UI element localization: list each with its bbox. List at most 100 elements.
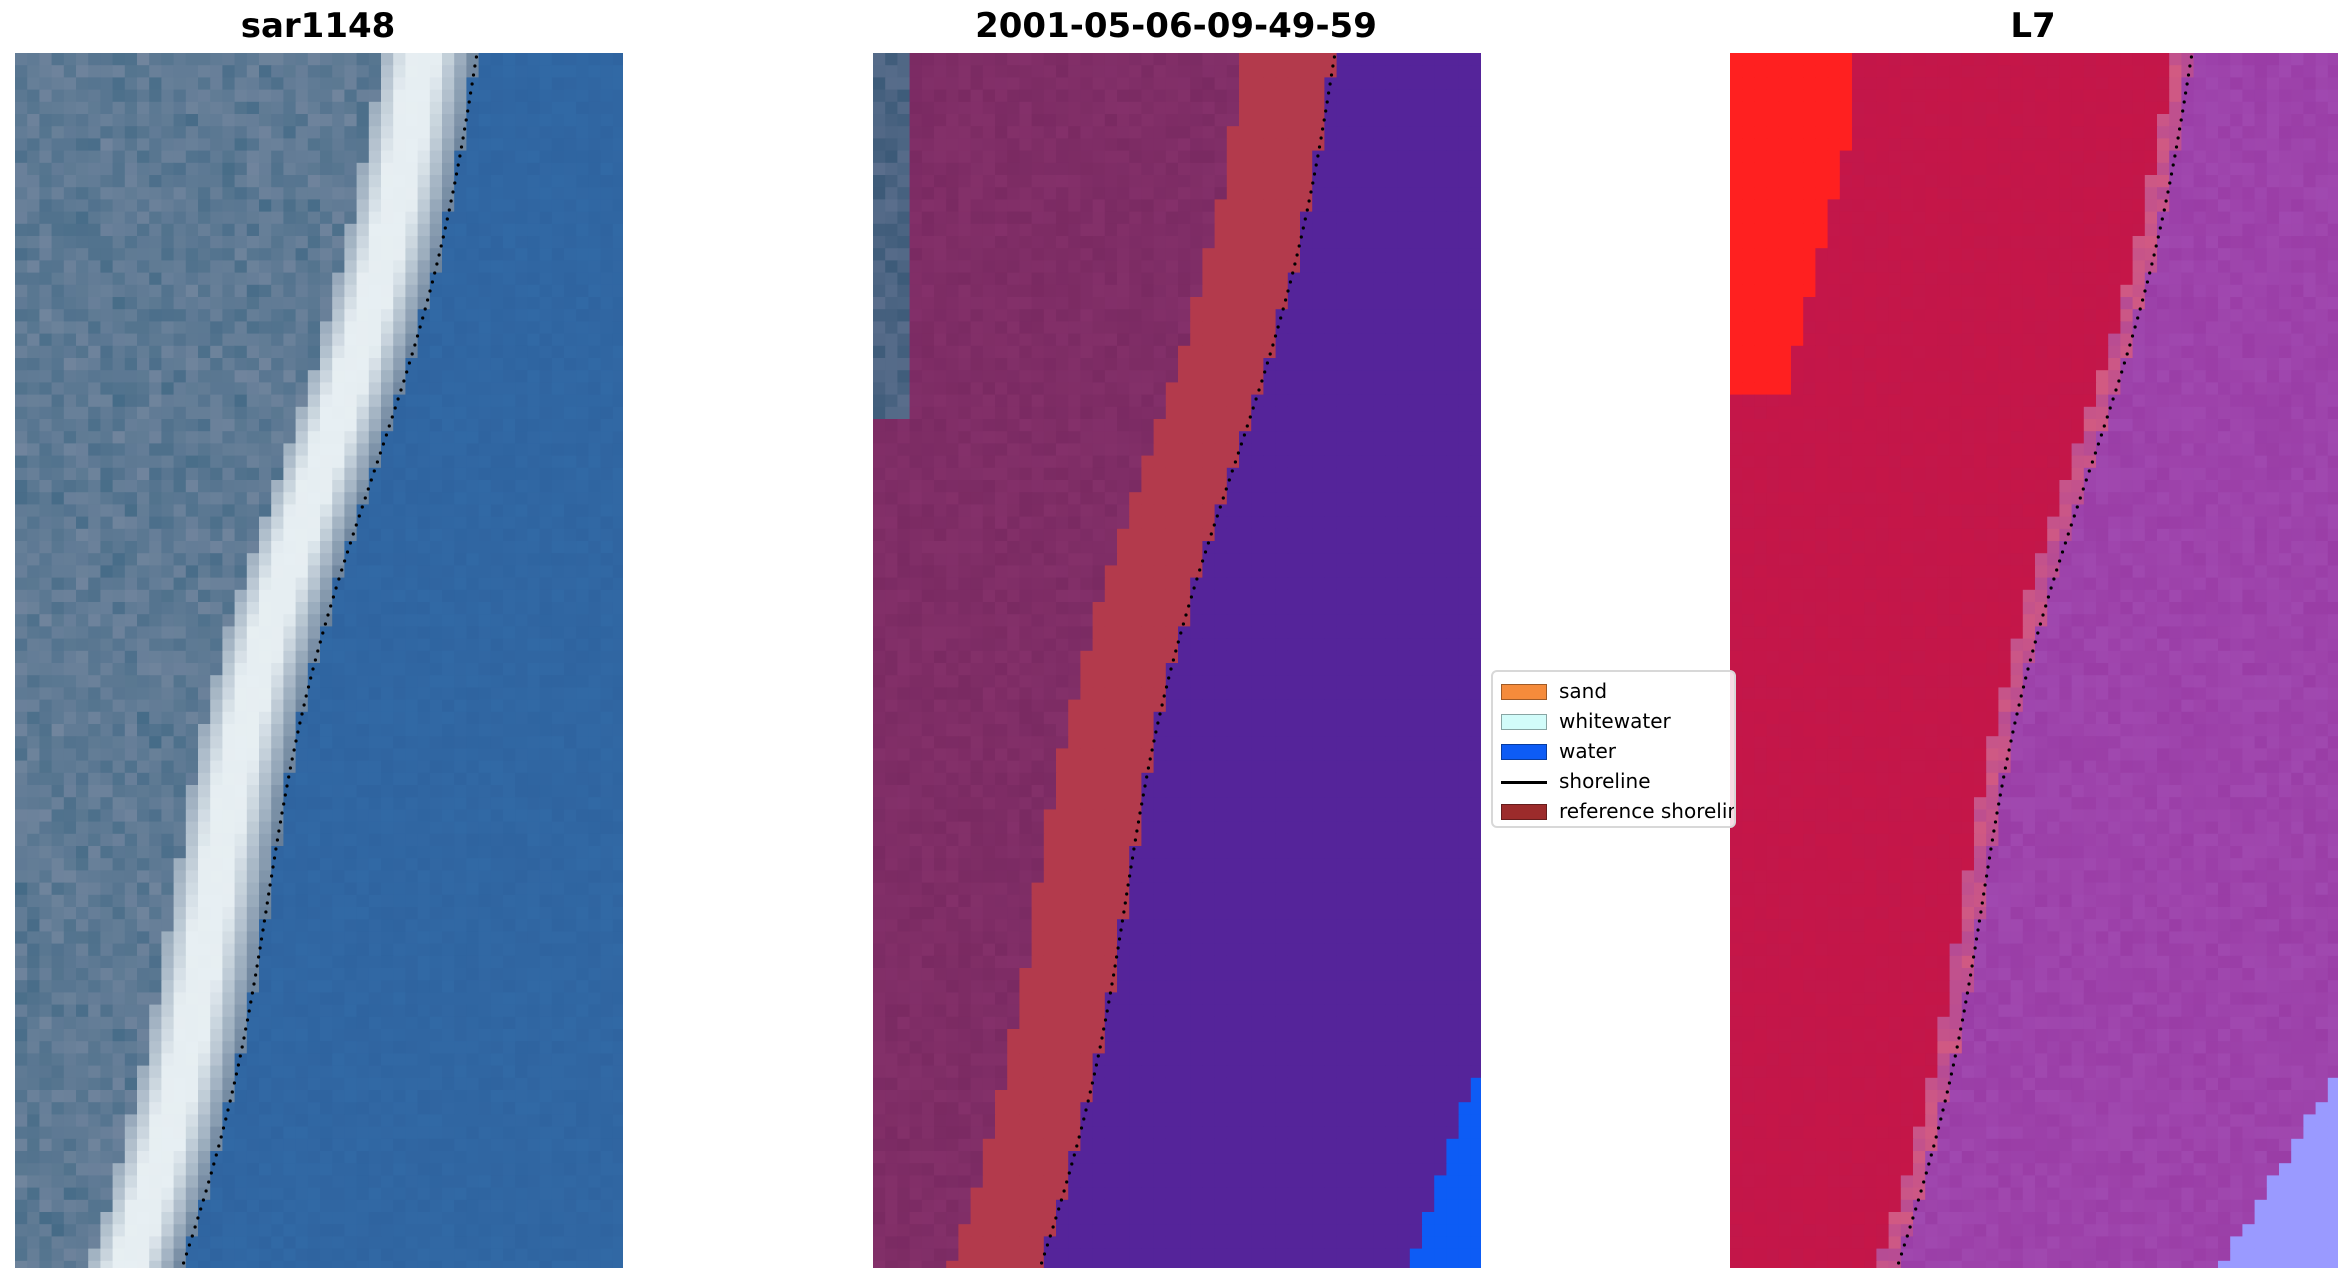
rgb-pixel [100,614,114,627]
rgb-pixel [320,1090,333,1103]
rgb-pixel [185,443,199,457]
rgb-pixel [63,626,77,640]
rgb-pixel [39,1016,53,1030]
rgb-pixel [503,760,516,774]
rgb-pixel [112,150,126,164]
rgb-pixel [564,1077,577,1091]
rgb-pixel [356,236,370,249]
rgb-pixel [503,711,516,725]
rgb-pixel [173,870,187,884]
rgb-pixel [161,272,175,286]
rgb-pixel [100,333,114,347]
rgb-pixel [173,589,187,603]
rgb-pixel [320,1163,333,1176]
rgb-pixel [88,187,101,200]
rgb-pixel [15,1077,28,1091]
rgb-pixel [88,589,101,603]
rgb-pixel [612,687,623,701]
rgb-pixel [307,126,321,139]
rgb-pixel [185,1151,199,1164]
rgb-pixel [576,1090,589,1103]
rgb-pixel [405,1163,419,1176]
rgb-pixel [320,1248,333,1262]
rgb-pixel [515,699,528,713]
rgb-pixel [283,1004,297,1018]
rgb-pixel [478,492,492,505]
rgb-pixel [295,223,309,237]
rgb-pixel [39,809,53,823]
rgb-pixel [344,638,358,652]
rgb-pixel [503,175,516,188]
rgb-pixel [539,1102,553,1115]
rgb-pixel [332,272,345,286]
rgb-pixel [246,809,260,823]
rgb-pixel [63,797,77,810]
rgb-pixel [39,907,53,920]
rgb-pixel [271,1004,284,1018]
rgb-pixel [564,1212,577,1225]
rgb-pixel [515,1029,528,1042]
rgb-pixel [137,455,150,469]
rgb-pixel [478,150,492,164]
rgb-pixel [515,711,528,725]
rgb-pixel [442,541,455,554]
rgb-pixel [137,955,150,969]
rgb-pixel [27,358,40,371]
rgb-pixel [454,1126,467,1140]
rgb-pixel [503,77,516,91]
rgb-pixel [564,711,577,725]
rgb-pixel [612,760,623,774]
rgb-pixel [478,894,492,908]
rgb-pixel [39,309,53,322]
rgb-pixel [295,699,309,713]
rgb-pixel [173,211,187,225]
rgb-pixel [149,663,162,676]
rgb-pixel [112,1114,126,1128]
rgb-pixel [478,638,492,652]
rgb-pixel [466,1175,480,1189]
rgb-pixel [503,907,516,920]
rgb-pixel [210,1114,223,1128]
rgb-pixel [51,1151,65,1164]
rgb-pixel [429,321,443,335]
rgb-pixel [15,138,28,152]
rgb-pixel [381,394,394,408]
rgb-pixel [417,1004,431,1018]
rgb-pixel [344,626,358,640]
rgb-pixel [393,53,406,66]
rgb-pixel [76,1090,89,1103]
rgb-pixel [466,1016,480,1030]
rgb-pixel [222,504,236,518]
rgb-pixel [612,1004,623,1018]
rgb-pixel [124,870,138,884]
rgb-pixel [259,260,272,274]
rgb-pixel [320,162,333,176]
rgb-pixel [15,504,28,518]
rgb-pixel [100,870,114,884]
rgb-pixel [356,870,370,884]
rgb-pixel [295,1187,309,1201]
rgb-pixel [173,785,187,798]
rgb-pixel [222,833,236,847]
rgb-pixel [381,955,394,969]
rgb-pixel [368,821,382,835]
rgb-pixel [612,638,623,652]
rgb-pixel [124,77,138,91]
rgb-pixel [527,785,541,798]
rgb-pixel [283,175,297,188]
rgb-pixel [185,614,199,627]
rgb-pixel [588,821,602,835]
rgb-pixel [76,638,89,652]
rgb-pixel [381,541,394,554]
rgb-pixel [417,833,431,847]
rgb-pixel [539,345,553,359]
rgb-pixel [100,1004,114,1018]
rgb-pixel [149,431,162,444]
rgb-pixel [405,821,419,835]
rgb-pixel [551,821,565,835]
rgb-pixel [222,406,236,420]
rgb-pixel [564,894,577,908]
rgb-pixel [51,297,65,310]
rgb-pixel [478,541,492,554]
rgb-pixel [307,833,321,847]
